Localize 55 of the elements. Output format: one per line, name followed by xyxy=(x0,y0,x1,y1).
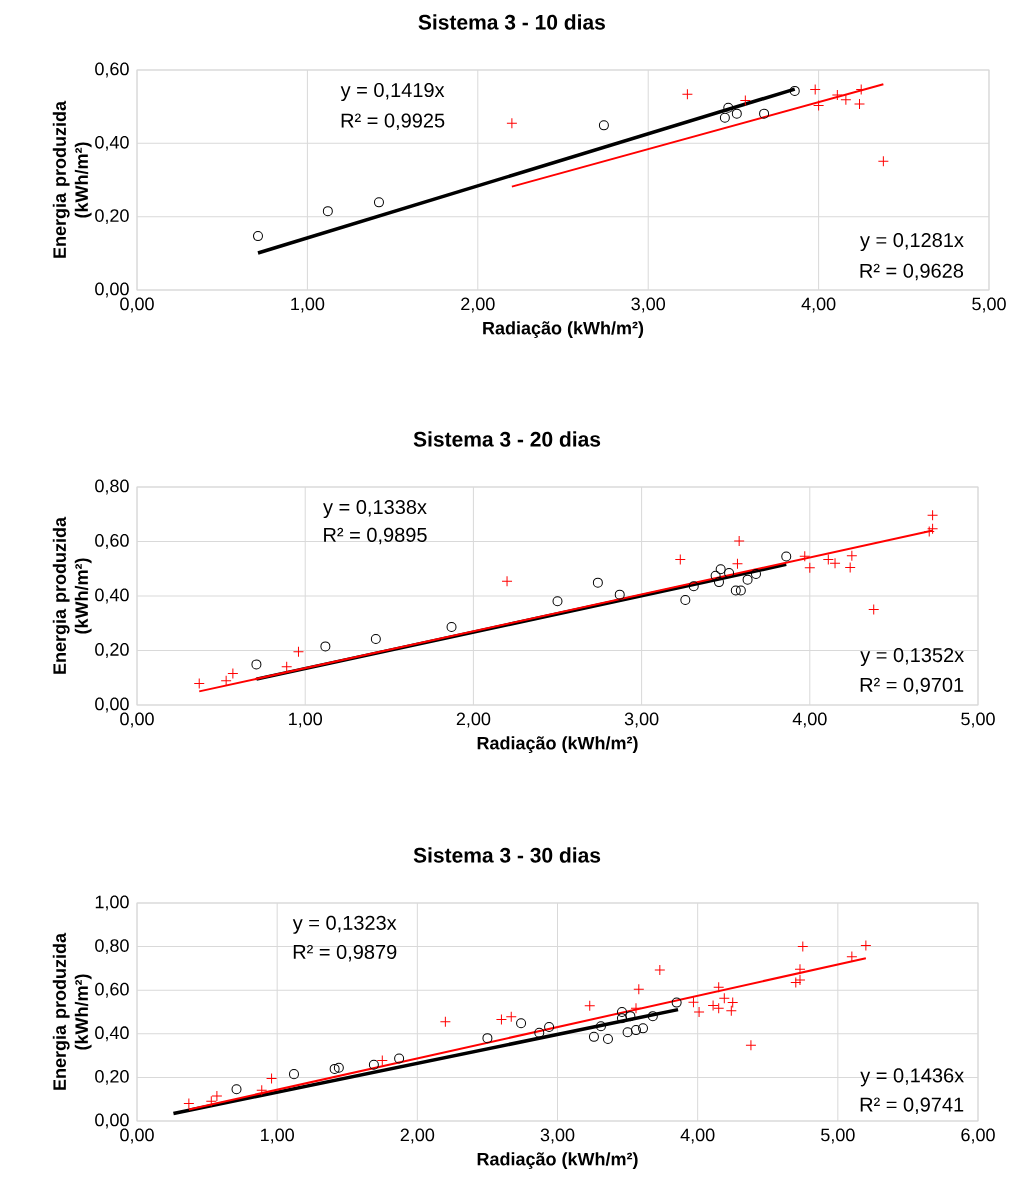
annotation: R² = 0,9741 xyxy=(860,1097,964,1114)
annotation: y = 0,1323x xyxy=(292,915,397,934)
x-tick-label: 3,00 xyxy=(540,1128,575,1144)
annotation: y = 0,1281x xyxy=(860,232,964,252)
annotation: R² = 0,9895 xyxy=(324,527,427,545)
x-tick-label: 5,00 xyxy=(972,297,1006,313)
y-tick-label: 0,00 xyxy=(95,697,129,713)
annotation: y = 0,1419x xyxy=(340,82,445,102)
y-axis-title: Energia produzida (kWh/m²) xyxy=(52,100,92,258)
x-tick-label: 4,00 xyxy=(680,1128,715,1144)
y-tick-label: 1,00 xyxy=(95,895,129,911)
x-axis-title: Radiação (kWh/m²) xyxy=(477,1152,638,1170)
x-tick-label: 4,00 xyxy=(792,712,827,728)
x-tick-label: 6,00 xyxy=(961,1128,995,1144)
annotation: R² = 0,9879 xyxy=(293,944,397,962)
x-axis-title: Radiação (kWh/m²) xyxy=(483,321,644,339)
x-tick-label: 2,00 xyxy=(461,297,495,313)
x-axis-title: Radiação (kWh/m²) xyxy=(477,736,638,754)
x-tick-label: 0,00 xyxy=(120,297,154,313)
y-tick-label: 0,00 xyxy=(95,282,129,298)
annotation: y = 0,1436x xyxy=(860,1068,964,1087)
annotation: y = 0,1338x xyxy=(323,499,427,519)
y-tick-label: 0,20 xyxy=(95,1069,129,1085)
y-tick-label: 0,80 xyxy=(95,939,129,955)
x-tick-label: 3,00 xyxy=(631,297,666,313)
annotation: R² = 0,9925 xyxy=(341,113,445,130)
annotation: R² = 0,9628 xyxy=(860,263,964,281)
y-tick-label: 0,40 xyxy=(95,588,129,604)
chart-title: Sistema 3 - 20 dias xyxy=(413,431,601,447)
x-tick-label: 0,00 xyxy=(120,1128,154,1144)
y-tick-label: 0,40 xyxy=(95,1026,129,1042)
y-tick-label: 0,80 xyxy=(95,479,129,495)
x-tick-label: 2,00 xyxy=(456,712,491,728)
x-tick-label: 5,00 xyxy=(961,712,995,728)
chart-title: Sistema 3 - 10 dias xyxy=(418,14,605,30)
y-tick-label: 0,60 xyxy=(95,534,129,549)
annotation: y = 0,1352x xyxy=(860,647,964,667)
y-tick-label: 0,60 xyxy=(95,982,129,998)
x-tick-label: 5,00 xyxy=(821,1128,855,1144)
y-tick-label: 0,20 xyxy=(95,209,129,225)
annotation: R² = 0,9701 xyxy=(860,677,964,695)
y-tick-label: 0,40 xyxy=(95,135,129,151)
x-tick-label: 2,00 xyxy=(400,1128,435,1144)
chart-title: Sistema 3 - 30 dias xyxy=(413,847,601,863)
x-tick-label: 4,00 xyxy=(801,297,836,313)
x-tick-label: 1,00 xyxy=(289,712,323,728)
x-tick-label: 1,00 xyxy=(261,1128,294,1144)
y-tick-label: 0,00 xyxy=(95,1113,129,1129)
x-tick-label: 1,00 xyxy=(291,297,325,313)
y-axis-title: Energia produzida (kWh/m²) xyxy=(52,516,92,674)
y-tick-label: 0,20 xyxy=(95,643,129,658)
x-tick-label: 3,00 xyxy=(624,712,659,728)
y-tick-label: 0,60 xyxy=(95,62,129,78)
x-tick-label: 0,00 xyxy=(120,712,154,728)
y-axis-title: Energia produzida (kWh/m²) xyxy=(52,932,92,1090)
